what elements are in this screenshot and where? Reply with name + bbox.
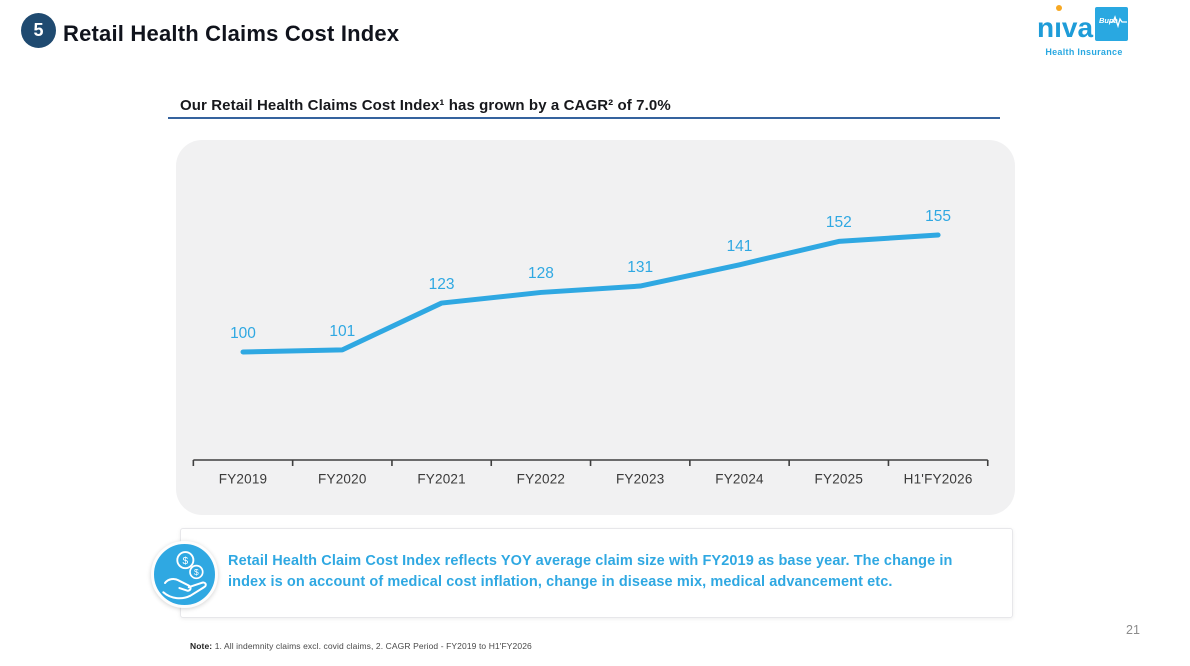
data-point-label: 131	[627, 259, 654, 277]
data-point-label: 141	[726, 237, 753, 255]
svg-text:$: $	[183, 556, 189, 567]
callout-box	[180, 528, 1013, 618]
logo-bupa-label: Bupa	[1099, 16, 1118, 25]
hand-coins-icon: $ $	[151, 541, 218, 608]
claims-index-line-chart	[192, 232, 989, 466]
index-line-series	[240, 232, 941, 355]
logo-tagline: Health Insurance	[1045, 47, 1123, 57]
callout-text: Retail Health Claim Cost Index reflects …	[228, 553, 953, 590]
footnote-text: 1. All indemnity claims excl. covid clai…	[212, 641, 532, 651]
x-axis-category-label: H1'FY2026	[903, 471, 973, 487]
headline-underline	[168, 117, 1000, 119]
x-axis-category-label: FY2020	[318, 471, 367, 487]
x-axis-category-label: FY2022	[516, 471, 566, 487]
data-point-label: 101	[329, 322, 356, 340]
svg-text:$: $	[194, 567, 199, 577]
heartbeat-icon	[1109, 15, 1127, 28]
logo-bupa-box: Bupa	[1095, 7, 1128, 41]
data-point-label: 123	[428, 276, 455, 294]
data-point-label: 128	[527, 265, 554, 283]
data-point-label: 155	[925, 208, 952, 225]
data-point-label: 152	[825, 214, 852, 232]
x-axis-category-label: FY2019	[218, 471, 268, 487]
x-axis-category-label: FY2024	[715, 471, 764, 487]
page-title: Retail Health Claims Cost Index	[63, 21, 400, 46]
data-point-label: 100	[230, 325, 256, 342]
chart-headline: Our Retail Health Claims Cost Index¹ has…	[180, 97, 671, 114]
logo-niva-text: nı va	[1037, 5, 1093, 42]
chart-panel: 100 101 123 128 131 141 152 155 FY2019 FY2020 FY20…	[176, 140, 1015, 515]
footnote: Note: 1. All indemnity claims excl. covi…	[190, 641, 532, 651]
x-axis-category-label: FY2023	[615, 471, 665, 487]
footnote-label: Note:	[190, 641, 213, 651]
niva-bupa-logo: nı va Bupa Health Insurance	[1034, 5, 1134, 61]
x-axis-category-label: FY2021	[417, 471, 466, 487]
logo-i-dot	[1056, 5, 1063, 11]
x-axis-category-label: FY2025	[814, 471, 864, 487]
slide-number-badge: 5	[21, 13, 56, 48]
page-number: 21	[1126, 623, 1140, 637]
